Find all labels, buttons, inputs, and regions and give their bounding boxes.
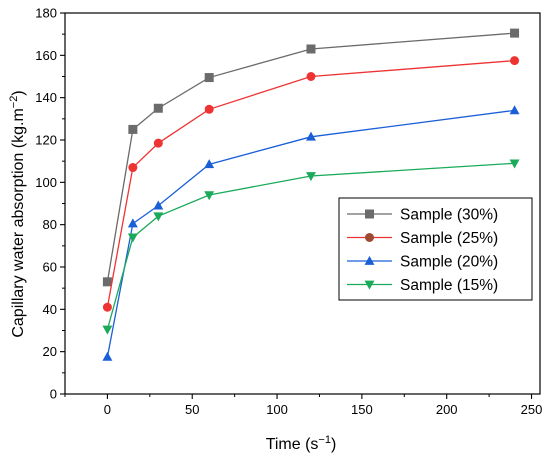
series-2 — [102, 56, 520, 312]
y-tick-label: 180 — [35, 6, 57, 21]
series-line — [106, 109, 515, 358]
y-tick-label: 0 — [50, 387, 57, 402]
legend-marker — [365, 233, 374, 242]
data-point — [127, 233, 138, 243]
data-point — [127, 218, 138, 228]
legend-item: Sample (25%) — [347, 230, 498, 247]
legend: Sample (30%) Sample (25%) Sample (20%) Samp… — [338, 197, 533, 301]
legend-label: Sample (20%) — [400, 254, 498, 271]
x-tick-label: 0 — [104, 402, 111, 417]
legend-marker — [364, 255, 375, 265]
x-tick-label: 50 — [185, 402, 199, 417]
x-tick-label: 200 — [436, 402, 458, 417]
data-point — [128, 124, 138, 134]
data-point — [102, 325, 113, 335]
legend-label: Sample (15%) — [400, 277, 498, 294]
y-tick-label: 80 — [43, 217, 57, 232]
data-point — [510, 28, 520, 38]
data-point — [306, 172, 316, 182]
series-layer — [102, 28, 520, 361]
y-tick-label: 20 — [43, 344, 57, 359]
legend-marker — [364, 280, 375, 290]
ticks-layer: 0 50 100 150 200 250 0 20 40 60 80 100 120 140 160 180 — [35, 6, 542, 418]
y-axis-title: Capillary water absorption (kg.m−2) — [8, 90, 27, 337]
data-point — [204, 73, 214, 83]
y-tick-label: 160 — [35, 48, 57, 63]
series-4 — [102, 159, 520, 335]
x-tick-label: 150 — [351, 402, 373, 417]
data-point — [204, 191, 215, 201]
data-point — [509, 105, 520, 115]
series-line — [106, 162, 515, 330]
data-point — [306, 44, 316, 54]
data-point — [153, 200, 164, 210]
data-point — [306, 72, 316, 81]
data-point — [510, 56, 520, 66]
series-line — [106, 32, 515, 282]
series-3 — [102, 105, 520, 361]
series-1 — [102, 28, 520, 287]
data-point — [204, 104, 214, 114]
data-point — [102, 351, 113, 361]
y-tick-label: 140 — [35, 90, 57, 105]
legend-item: Sample (15%) — [347, 277, 498, 294]
y-tick-label: 40 — [43, 302, 57, 317]
legend-label: Sample (30%) — [400, 207, 498, 224]
legend-marker — [365, 209, 374, 219]
data-point — [128, 163, 138, 173]
x-axis-title: Time (s−1) — [266, 434, 337, 453]
series-line — [106, 59, 515, 308]
data-point — [509, 159, 520, 169]
legend-label: Sample (25%) — [400, 230, 498, 247]
x-tick-label: 100 — [266, 402, 288, 417]
data-point — [102, 277, 112, 287]
legend-item: Sample (20%) — [347, 254, 498, 271]
data-point — [153, 212, 164, 222]
y-tick-label: 100 — [35, 175, 57, 190]
x-tick-label: 250 — [521, 402, 543, 417]
data-point — [204, 159, 215, 169]
data-point — [102, 302, 112, 312]
y-tick-label: 60 — [43, 260, 57, 275]
data-point — [306, 131, 316, 141]
legend-item: Sample (30%) — [347, 207, 498, 224]
y-tick-label: 120 — [35, 133, 57, 148]
data-point — [153, 138, 163, 148]
data-point — [153, 103, 163, 113]
